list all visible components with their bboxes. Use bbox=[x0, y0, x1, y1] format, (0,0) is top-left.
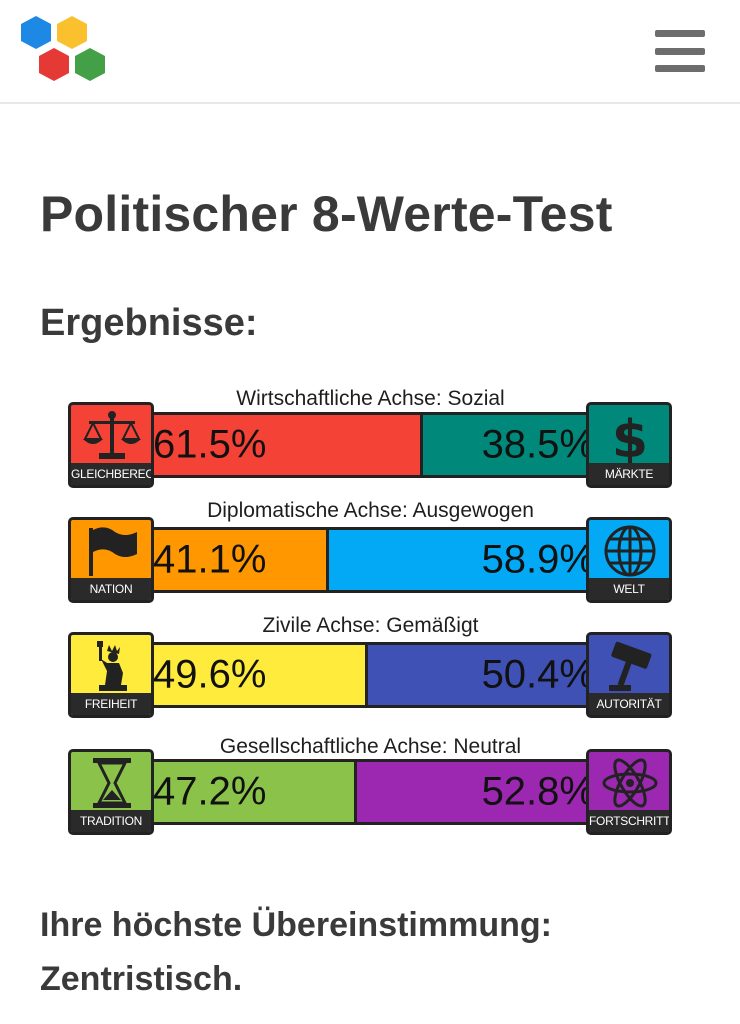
scales-icon bbox=[83, 411, 141, 459]
match-heading: Ihre höchste Übereinstimmung: bbox=[40, 906, 552, 944]
left-percent: 49.6% bbox=[153, 652, 267, 697]
axis-row-economic: 61.5% 38.5% GLEICHBERECHTIGUNG $ MÄRKTE bbox=[68, 402, 673, 488]
globe-icon bbox=[604, 525, 656, 577]
axis-bar: 49.6% 50.4% bbox=[138, 642, 602, 708]
statue-of-liberty-icon bbox=[97, 641, 127, 691]
icon-caption: TRADITION bbox=[71, 810, 151, 832]
top-bar bbox=[0, 0, 740, 104]
left-percent: 47.2% bbox=[153, 769, 267, 814]
axis-bar-left-segment: 61.5% bbox=[141, 415, 423, 475]
tradition-icon-box: TRADITION bbox=[68, 749, 154, 835]
world-icon-box: WELT bbox=[586, 517, 672, 603]
axis-row-civil: 49.6% 50.4% FREIHEIT AUTORITÄT bbox=[68, 632, 673, 718]
icon-caption: GLEICHBERECHTIGUNG bbox=[71, 463, 151, 485]
svg-text:$: $ bbox=[612, 410, 648, 463]
axis-label-economic: Wirtschaftliche Achse: Sozial bbox=[236, 387, 505, 410]
left-percent: 61.5% bbox=[153, 422, 267, 467]
icon-caption: AUTORITÄT bbox=[589, 693, 669, 715]
match-ideology: Zentristisch. bbox=[40, 960, 243, 998]
axis-bar-right-segment: 50.4% bbox=[368, 645, 599, 705]
hexagon-logo-icon[interactable] bbox=[18, 14, 114, 88]
right-percent: 50.4% bbox=[481, 652, 595, 697]
equality-icon-box: GLEICHBERECHTIGUNG bbox=[68, 402, 154, 488]
axis-bar-left-segment: 41.1% bbox=[141, 530, 330, 590]
axis-bar-left-segment: 47.2% bbox=[141, 762, 358, 822]
markets-icon-box: $ MÄRKTE bbox=[586, 402, 672, 488]
icon-caption: FORTSCHRITT bbox=[589, 810, 669, 832]
axis-label-civil: Zivile Achse: Gemäßigt bbox=[262, 614, 479, 637]
left-percent: 41.1% bbox=[153, 537, 267, 582]
axis-label-societal: Gesellschaftliche Achse: Neutral bbox=[219, 735, 522, 758]
axis-row-diplomatic: 41.1% 58.9% NATION WELT bbox=[68, 517, 673, 603]
liberty-icon-box: FREIHEIT bbox=[68, 632, 154, 718]
axis-bar: 61.5% 38.5% bbox=[138, 412, 602, 478]
axis-label-diplomatic: Diplomatische Achse: Ausgewogen bbox=[207, 499, 534, 522]
hamburger-menu-icon[interactable] bbox=[655, 30, 705, 72]
icon-caption: FREIHEIT bbox=[71, 693, 151, 715]
hourglass-icon bbox=[93, 758, 131, 808]
axis-bar: 47.2% 52.8% bbox=[138, 759, 602, 825]
icon-caption: NATION bbox=[71, 578, 151, 600]
right-percent: 38.5% bbox=[481, 422, 595, 467]
dollar-icon: $ bbox=[612, 410, 648, 463]
axis-bar-right-segment: 52.8% bbox=[357, 762, 599, 822]
page-title: Politischer 8-Werte-Test bbox=[40, 186, 613, 242]
icon-caption: WELT bbox=[589, 578, 669, 600]
axis-bar-right-segment: 58.9% bbox=[329, 530, 599, 590]
gavel-icon bbox=[609, 641, 652, 691]
right-percent: 52.8% bbox=[481, 769, 595, 814]
right-percent: 58.9% bbox=[481, 537, 595, 582]
atom-icon bbox=[602, 758, 658, 808]
authority-icon-box: AUTORITÄT bbox=[586, 632, 672, 718]
icon-caption: MÄRKTE bbox=[589, 463, 669, 485]
match-result: Ihre höchste Übereinstimmung: Zentristis… bbox=[40, 898, 552, 1006]
flag-icon bbox=[89, 527, 137, 576]
axis-bar-left-segment: 49.6% bbox=[141, 645, 369, 705]
axis-bar-right-segment: 38.5% bbox=[422, 415, 599, 475]
nation-icon-box: NATION bbox=[68, 517, 154, 603]
axis-row-societal: 47.2% 52.8% TRADITION FORTSCHRITT bbox=[68, 749, 673, 835]
axis-bar: 41.1% 58.9% bbox=[138, 527, 602, 593]
results-heading: Ergebnisse: bbox=[40, 302, 258, 344]
progress-icon-box: FORTSCHRITT bbox=[586, 749, 672, 835]
